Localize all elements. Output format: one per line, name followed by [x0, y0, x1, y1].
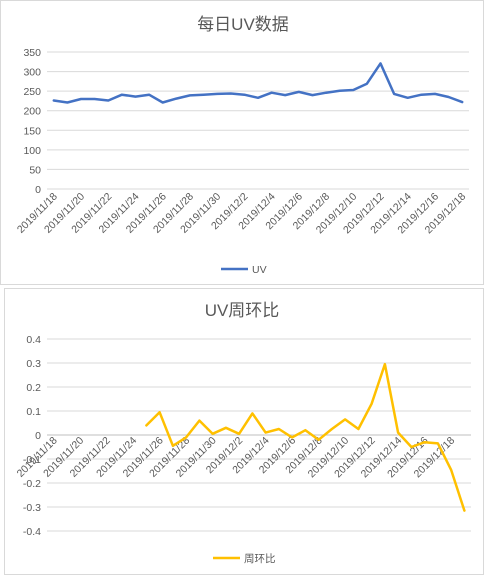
y-tick-label: 150 [23, 125, 41, 137]
chart-title: 每日UV数据 [197, 15, 289, 34]
y-tick-label: -0.4 [23, 526, 41, 538]
y-tick-label: -0.1 [23, 454, 41, 466]
y-tick-label: 200 [23, 106, 41, 118]
y-tick-label: 350 [23, 47, 41, 59]
series-line-0 [52, 62, 464, 104]
legend-label-uv: UV [252, 264, 267, 276]
y-tick-label: 0.1 [26, 406, 41, 418]
uv-chart-panel: 每日UV数据 0 50 100 150 200 250 300 350 2019/11/18 2… [0, 0, 484, 285]
wow-chart: UV周环比 0.40.30.20.10-0.1-0.2-0.3-0.4 2019… [15, 301, 471, 565]
y-tick-label: 0 [35, 430, 41, 442]
y-tick-label: 0.2 [26, 382, 41, 394]
y-tick-label: 0 [35, 184, 41, 196]
chart-title: UV周环比 [205, 301, 280, 320]
y-tick-label: 300 [23, 67, 41, 79]
y-tick-label: -0.3 [23, 502, 41, 514]
legend-label-wow: 周环比 [244, 552, 276, 565]
y-tick-label: -0.2 [23, 478, 41, 490]
series-line-0 [145, 362, 466, 512]
y-tick-label: 0.3 [26, 358, 41, 370]
y-tick-label: 100 [23, 145, 41, 157]
y-tick-label: 0.4 [26, 334, 41, 346]
wow-chart-panel: UV周环比 0.4 0.3 0.2 0.1 0 -0.1 -0.2 -0.3 -0.4 2019… [4, 288, 484, 575]
y-tick-label: 50 [29, 164, 41, 176]
y-tick-label: 250 [23, 86, 41, 98]
